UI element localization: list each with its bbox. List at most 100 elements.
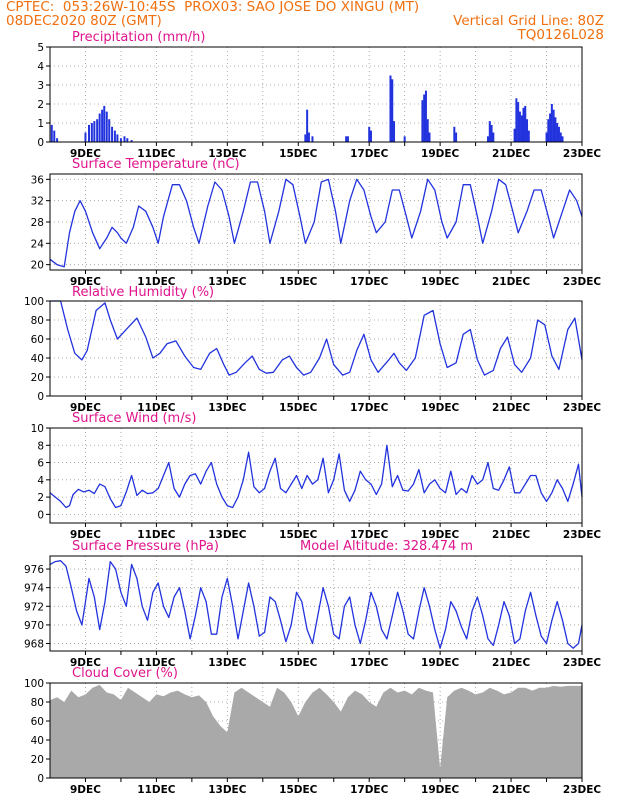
y-tick-label: 8 (37, 440, 44, 452)
precip-bar (119, 138, 122, 142)
y-tick-label: 100 (24, 296, 44, 308)
precip-bar (393, 121, 396, 142)
x-tick-label: 11DEC (137, 529, 176, 541)
y-tick-label: 36 (31, 174, 45, 186)
series-line-3 (50, 300, 583, 376)
x-tick-label: 11DEC (137, 402, 176, 414)
precip-bar (105, 111, 108, 142)
x-tick-label: 23DEC (563, 529, 602, 541)
precip-bar (549, 113, 552, 142)
x-tick-label: 19DEC (421, 657, 460, 669)
x-tick-label: 17DEC (350, 276, 389, 288)
precip-bar (113, 130, 116, 142)
x-tick-label: 13DEC (208, 529, 247, 541)
precip-bar (545, 132, 548, 142)
x-tick-label: 9DEC (70, 784, 101, 796)
x-tick-label: 11DEC (137, 276, 176, 288)
precip-bar (90, 123, 93, 142)
x-tick-label: 13DEC (208, 148, 247, 160)
panel-title: Cloud Cover (%) (72, 666, 178, 681)
y-tick-label: 32 (31, 196, 44, 208)
panel-title: Surface Wind (m/s) (72, 411, 196, 426)
x-tick-label: 13DEC (208, 784, 247, 796)
x-tick-label: 21DEC (492, 402, 531, 414)
x-tick-label: 11DEC (137, 657, 176, 669)
precip-bar (520, 115, 523, 142)
x-tick-label: 13DEC (208, 657, 247, 669)
precip-bar (550, 104, 553, 142)
y-tick-label: 100 (24, 678, 44, 690)
model-altitude-label: Model Altitude: 328.474 m (300, 539, 473, 554)
precip-bar (453, 126, 456, 142)
x-tick-label: 15DEC (279, 657, 318, 669)
x-tick-label: 13DEC (208, 402, 247, 414)
x-tick-label: 11DEC (137, 784, 176, 796)
x-tick-label: 19DEC (421, 276, 460, 288)
x-tick-label: 19DEC (421, 148, 460, 160)
precip-bar (513, 128, 516, 142)
x-tick-label: 19DEC (421, 784, 460, 796)
precip-bar (522, 107, 525, 142)
y-tick-label: 24 (31, 238, 45, 250)
precip-bar (557, 126, 560, 142)
precip-bar (421, 100, 424, 142)
precip-bar (304, 134, 307, 142)
precip-bar (403, 136, 406, 142)
precip-bar (556, 123, 559, 142)
precip-bar (56, 138, 59, 142)
y-tick-label: 974 (24, 583, 44, 595)
x-tick-label: 21DEC (492, 148, 531, 160)
panel-frame (49, 682, 583, 779)
precip-bar (517, 102, 520, 142)
precip-bar (111, 126, 114, 142)
x-tick-label: 15DEC (279, 529, 318, 541)
x-tick-label: 15DEC (279, 148, 318, 160)
panel-frame (49, 300, 583, 397)
x-tick-label: 23DEC (563, 148, 602, 160)
y-tick-label: 40 (31, 735, 44, 747)
precip-bar (53, 130, 56, 142)
x-tick-label: 19DEC (421, 402, 460, 414)
precip-bar (306, 109, 309, 142)
panel-title: Surface Pressure (hPa) (72, 539, 219, 554)
y-tick-label: 968 (24, 639, 44, 651)
y-tick-label: 6 (37, 458, 44, 470)
y-tick-label: 976 (24, 564, 44, 576)
precip-bar (527, 130, 530, 142)
precip-bar (98, 113, 101, 142)
y-tick-label: 40 (31, 353, 44, 365)
x-tick-label: 21DEC (492, 657, 531, 669)
precip-bar (426, 119, 429, 142)
panel-frame (49, 46, 583, 143)
precip-bar (428, 132, 431, 142)
y-tick-label: 972 (24, 601, 44, 613)
precip-bar (130, 140, 133, 142)
header-model-code: TQ0126L028 (517, 27, 604, 43)
precip-bar (389, 75, 392, 142)
panel-title: Precipitation (mm/h) (72, 30, 205, 45)
precip-bar (88, 124, 91, 142)
header-grid-note: Vertical Grid Line: 80Z (453, 13, 604, 29)
precip-bar (492, 132, 495, 142)
x-tick-label: 17DEC (350, 657, 389, 669)
precip-bar (547, 119, 550, 142)
panel-title: Surface Temperature (nC) (72, 157, 240, 172)
x-tick-label: 9DEC (70, 657, 101, 669)
x-tick-label: 13DEC (208, 276, 247, 288)
x-tick-label: 15DEC (279, 402, 318, 414)
precip-bar (455, 132, 458, 142)
precip-bar (526, 119, 529, 142)
precip-bar (424, 90, 427, 142)
precip-bar (518, 111, 521, 142)
y-tick-label: 3 (37, 80, 44, 92)
precip-bar (552, 109, 555, 142)
x-tick-label: 23DEC (563, 402, 602, 414)
precip-bar (423, 94, 426, 142)
y-tick-label: 0 (37, 509, 44, 521)
precip-bar (123, 136, 126, 142)
x-tick-label: 23DEC (563, 276, 602, 288)
precip-bar (490, 124, 493, 142)
x-tick-label: 21DEC (492, 784, 531, 796)
y-tick-label: 28 (31, 217, 44, 229)
